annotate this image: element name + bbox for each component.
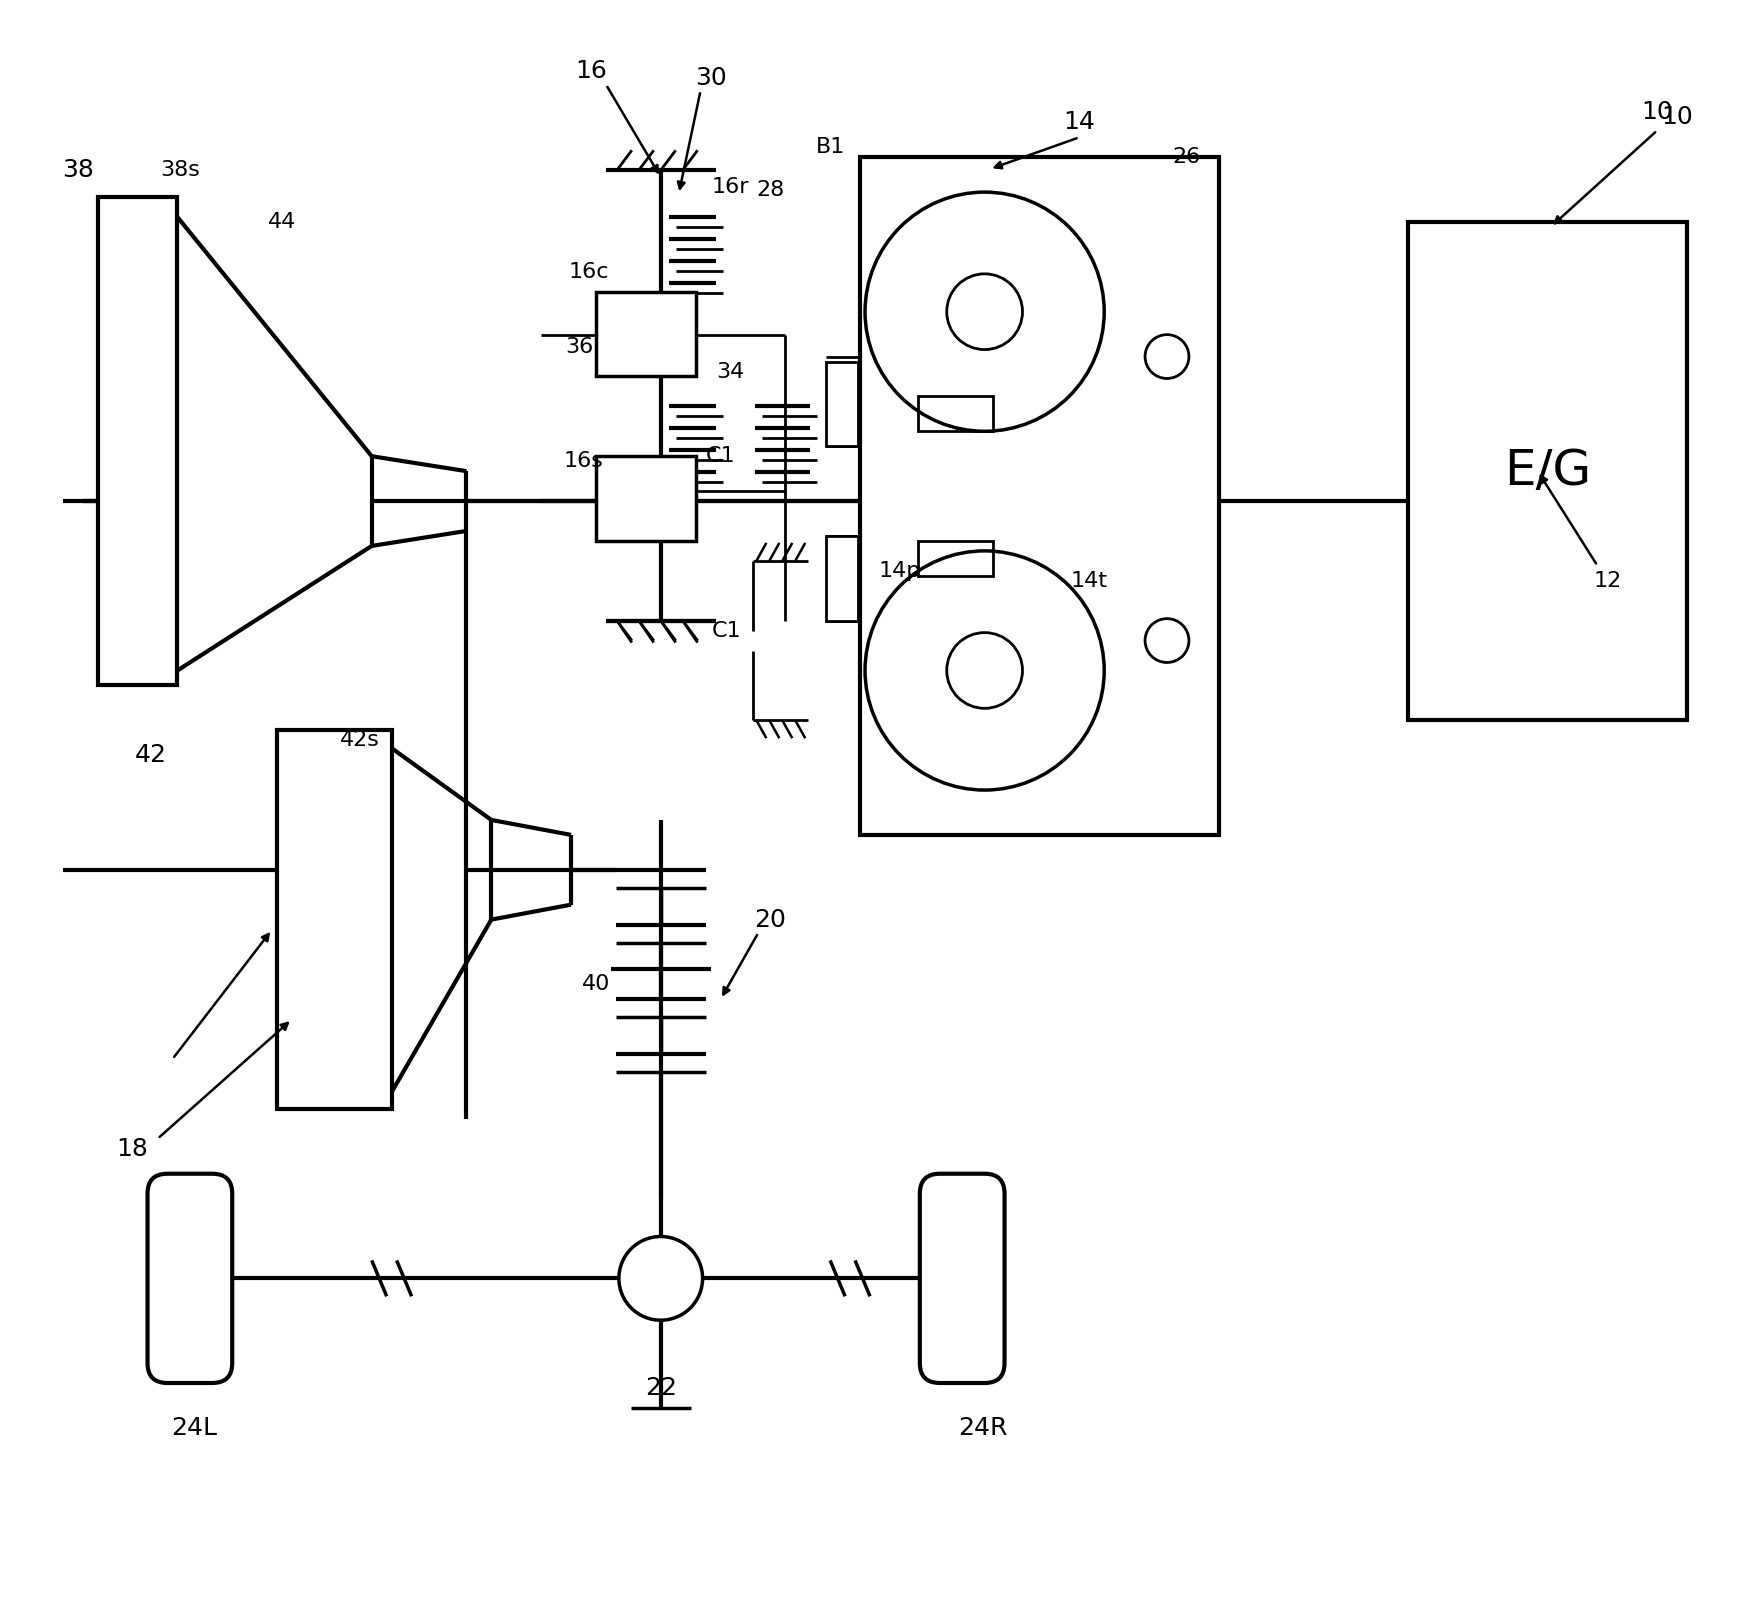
Text: 10: 10 [1662,105,1693,129]
Text: 30: 30 [695,66,727,90]
FancyBboxPatch shape [919,1173,1005,1384]
Text: 12: 12 [1593,571,1621,591]
Text: 36: 36 [566,336,594,357]
Text: E/G: E/G [1504,447,1592,496]
Bar [595,291,695,377]
Bar [860,158,1219,835]
Bar [826,362,858,446]
Text: 18: 18 [117,1138,149,1160]
Text: 16r: 16r [711,177,749,198]
Text: 28: 28 [756,180,784,200]
Text: B1: B1 [816,137,844,158]
Bar [98,198,177,685]
Bar [277,730,392,1109]
Bar [826,536,858,621]
Text: 42: 42 [135,743,166,767]
Text: 38: 38 [61,158,95,182]
Bar [918,541,993,576]
Text: 10: 10 [1641,100,1674,124]
Text: 14: 14 [1063,111,1094,135]
Text: 34: 34 [716,362,744,381]
Text: 24R: 24R [958,1416,1007,1440]
Text: 42s: 42s [340,730,380,750]
Bar [595,457,695,541]
Text: 16s: 16s [564,451,602,471]
Text: 26: 26 [1173,148,1201,167]
Text: 38s: 38s [161,161,200,180]
Text: 16c: 16c [569,262,609,282]
Text: C1: C1 [711,621,741,640]
Bar [918,396,993,431]
Text: 14t: 14t [1072,571,1108,591]
Text: C1: C1 [706,446,735,467]
Text: 44: 44 [268,212,296,232]
Text: 14p: 14p [879,562,921,581]
Text: 24L: 24L [172,1416,217,1440]
FancyBboxPatch shape [147,1173,233,1384]
Text: 20: 20 [755,907,786,932]
Text: 22: 22 [644,1376,676,1400]
Text: 16: 16 [574,58,608,82]
Text: 40: 40 [581,975,609,994]
Polygon shape [177,217,371,671]
Polygon shape [392,748,492,1093]
Bar [1408,222,1688,721]
